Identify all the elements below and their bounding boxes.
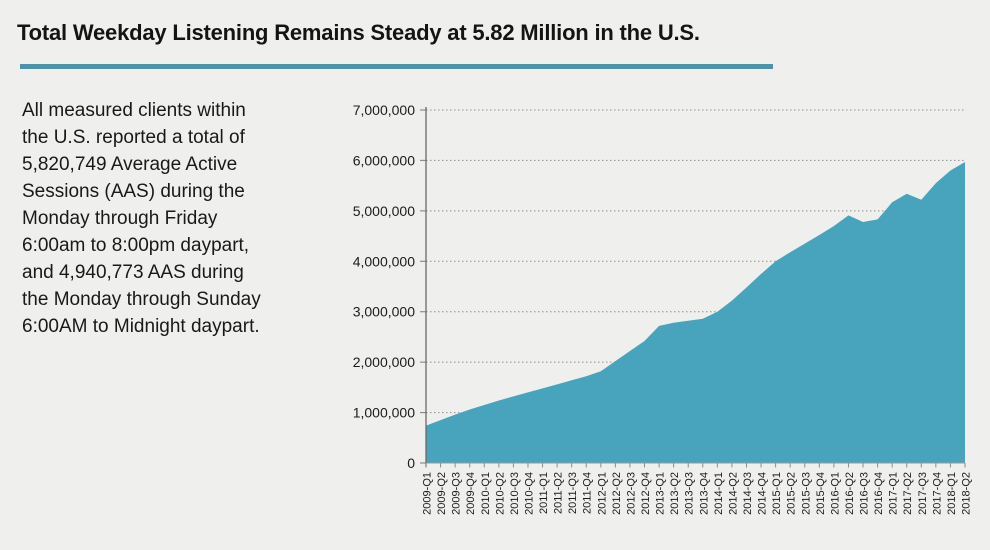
x-tick-label: 2010-Q3 bbox=[509, 472, 521, 515]
description-line: Sessions (AAS) during the bbox=[22, 181, 245, 202]
x-tick-label: 2012-Q3 bbox=[625, 472, 637, 515]
x-tick-label: 2012-Q2 bbox=[611, 472, 623, 515]
x-tick-label: 2017-Q4 bbox=[931, 472, 943, 515]
description-line: the Monday through Sunday bbox=[22, 289, 261, 310]
x-tick-label: 2012-Q1 bbox=[596, 472, 608, 515]
x-tick-label: 2017-Q2 bbox=[902, 472, 914, 515]
x-tick-label: 2016-Q4 bbox=[873, 472, 885, 515]
y-tick-label: 1,000,000 bbox=[353, 405, 415, 421]
x-tick-label: 2015-Q4 bbox=[815, 472, 827, 515]
x-tick-label: 2014-Q3 bbox=[742, 472, 754, 515]
x-tick-label: 2009-Q3 bbox=[451, 472, 463, 515]
y-tick-label: 5,000,000 bbox=[353, 203, 415, 219]
x-tick-label: 2018-Q1 bbox=[946, 472, 958, 515]
x-tick-label: 2012-Q4 bbox=[640, 472, 652, 515]
x-tick-label: 2011-Q4 bbox=[582, 472, 594, 514]
y-tick-label: 7,000,000 bbox=[353, 102, 415, 118]
x-tick-label: 2015-Q2 bbox=[786, 472, 798, 515]
description-line: 6:00am to 8:00pm daypart, bbox=[22, 235, 250, 256]
x-axis-ticks bbox=[425, 463, 966, 468]
aas-area-series bbox=[426, 161, 965, 463]
x-tick-label: 2010-Q4 bbox=[523, 472, 535, 515]
x-tick-label: 2014-Q4 bbox=[757, 472, 769, 515]
description-line: Monday through Friday bbox=[22, 208, 218, 229]
title-underline bbox=[20, 64, 773, 69]
description-text: All measured clients within the U.S. repo… bbox=[22, 97, 332, 340]
x-tick-label: 2013-Q2 bbox=[669, 472, 681, 515]
y-tick-label: 3,000,000 bbox=[353, 304, 415, 320]
x-tick-label: 2016-Q1 bbox=[829, 472, 841, 515]
page-title: Total Weekday Listening Remains Steady a… bbox=[17, 20, 700, 45]
y-tick-label: 2,000,000 bbox=[353, 354, 415, 370]
description-line: 5,820,749 Average Active bbox=[22, 154, 238, 175]
y-axis-labels: 0 1,000,000 2,000,000 3,000,000 4,000,000 5,0… bbox=[353, 102, 416, 471]
y-axis-ticks bbox=[420, 109, 426, 464]
y-tick-label: 0 bbox=[407, 455, 415, 471]
x-tick-label: 2016-Q3 bbox=[859, 472, 871, 515]
x-tick-label: 2013-Q4 bbox=[698, 472, 710, 515]
x-tick-label: 2015-Q3 bbox=[800, 472, 812, 515]
x-tick-label: 2011-Q2 bbox=[553, 472, 565, 514]
listening-chart: 0 1,000,000 2,000,000 3,000,000 4,000,000 5,0… bbox=[340, 95, 990, 545]
x-tick-label: 2010-Q2 bbox=[494, 472, 506, 515]
x-tick-label: 2009-Q4 bbox=[465, 472, 477, 515]
x-tick-label: 2016-Q2 bbox=[844, 472, 856, 515]
description-line: the U.S. reported a total of bbox=[22, 127, 245, 148]
y-tick-label: 6,000,000 bbox=[353, 152, 415, 168]
x-tick-label: 2011-Q3 bbox=[567, 472, 579, 514]
x-tick-label: 2018-Q2 bbox=[961, 472, 973, 515]
x-tick-label: 2010-Q1 bbox=[480, 472, 492, 515]
x-tick-label: 2013-Q1 bbox=[655, 472, 667, 515]
x-tick-label: 2009-Q2 bbox=[436, 472, 448, 515]
description-line: and 4,940,773 AAS during bbox=[22, 262, 244, 283]
weekday-listening-area-chart: 0 1,000,000 2,000,000 3,000,000 4,000,000 5,0… bbox=[353, 102, 973, 515]
x-tick-label: 2014-Q2 bbox=[727, 472, 739, 515]
description-line: All measured clients within bbox=[22, 100, 246, 121]
x-tick-label: 2009-Q1 bbox=[422, 472, 434, 515]
x-tick-label: 2015-Q1 bbox=[771, 472, 783, 515]
x-tick-label: 2017-Q1 bbox=[888, 472, 900, 515]
x-tick-label: 2017-Q3 bbox=[917, 472, 929, 515]
description-line: 6:00AM to Midnight daypart. bbox=[22, 316, 260, 337]
x-axis-labels: 2009-Q1 2009-Q2 2009-Q3 2009-Q4 2010-Q1 2010-… bbox=[422, 472, 973, 515]
x-tick-label: 2011-Q1 bbox=[538, 472, 550, 514]
y-tick-label: 4,000,000 bbox=[353, 253, 415, 269]
x-tick-label: 2013-Q3 bbox=[684, 472, 696, 515]
x-tick-label: 2014-Q1 bbox=[713, 472, 725, 515]
